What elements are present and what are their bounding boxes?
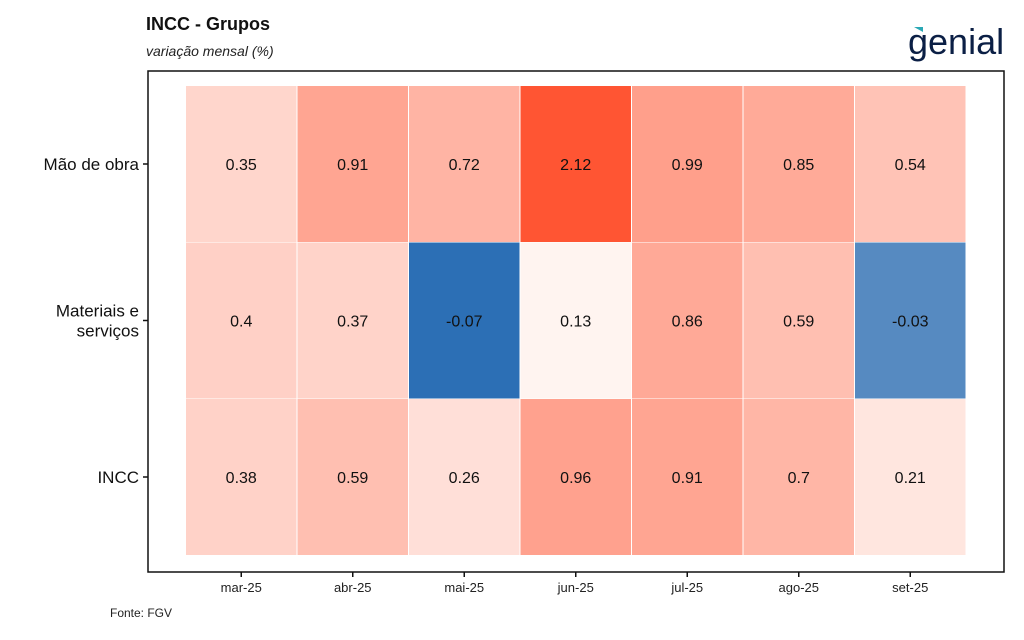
heatmap-cell [520,86,631,242]
cell-value-label: 0.26 [449,470,480,487]
heatmap-cell [409,242,520,399]
y-axis-label-line: INCC [97,468,139,487]
cell-value-label: 0.13 [560,314,591,331]
genial-logo-text: genial [908,21,1004,62]
source-note: Fonte: FGV [110,606,173,620]
heatmap-cell [520,399,631,555]
heatmap-cell [743,399,854,555]
heatmap-cell [632,86,743,242]
genial-logo-accent [914,27,923,32]
y-axis-label: Materiais e serviços [56,302,139,341]
chart-subtitle: variação mensal (%) [146,43,274,59]
heatmap-cell [632,399,743,555]
x-axis-label: jun-25 [557,580,594,595]
heatmap-cell [855,242,966,399]
cell-value-label: -0.03 [892,314,929,331]
heatmap-cell [855,399,966,555]
cell-value-label: 0.86 [672,314,703,331]
cell-value-label: 0.7 [788,470,810,487]
y-axis-label: Mão de obra [44,155,140,174]
heatmap-cell [297,86,408,242]
cell-value-label: 0.72 [449,157,480,174]
heatmap-cell [186,86,297,242]
y-axis-label: INCC [97,468,139,487]
x-axis-label: mar-25 [221,580,262,595]
cell-value-label: 0.85 [783,157,814,174]
heatmap-cell [409,399,520,555]
cell-value-label: 0.37 [337,314,368,331]
x-axis-label: mai-25 [444,580,484,595]
x-axis-label: abr-25 [334,580,372,595]
heatmap-cell [743,86,854,242]
heatmap-cell [409,86,520,242]
y-axis-label-line: serviços [77,322,139,341]
heatmap-cell [186,242,297,399]
cell-value-label: 0.21 [895,470,926,487]
heatmap-cell [632,242,743,399]
cell-value-label: 0.54 [895,157,926,174]
y-axis-label-line: Materiais e [56,302,139,321]
heatmap-cell [743,242,854,399]
heatmap-cell [520,242,631,399]
heatmap-cell [186,399,297,555]
cell-value-label: 0.91 [337,157,368,174]
x-axis-label: ago-25 [779,580,819,595]
cell-value-label: 0.59 [783,314,814,331]
cell-value-label: 0.38 [226,470,257,487]
cell-value-label: 0.99 [672,157,703,174]
y-axis-label-line: Mão de obra [44,155,140,174]
cell-value-label: 0.35 [226,157,257,174]
cell-value-label: -0.07 [446,314,483,331]
x-axis-label: jul-25 [670,580,703,595]
cell-value-label: 0.59 [337,470,368,487]
cell-value-label: 0.96 [560,470,591,487]
genial-logo: genial [908,21,1004,62]
heatmap-cell [297,242,408,399]
chart-title: INCC - Grupos [146,14,270,34]
cell-value-label: 0.91 [672,470,703,487]
cell-value-label: 2.12 [560,157,591,174]
x-axis-label: set-25 [892,580,928,595]
cell-value-label: 0.4 [230,314,252,331]
heatmap-cell [855,86,966,242]
heatmap-cell [297,399,408,555]
